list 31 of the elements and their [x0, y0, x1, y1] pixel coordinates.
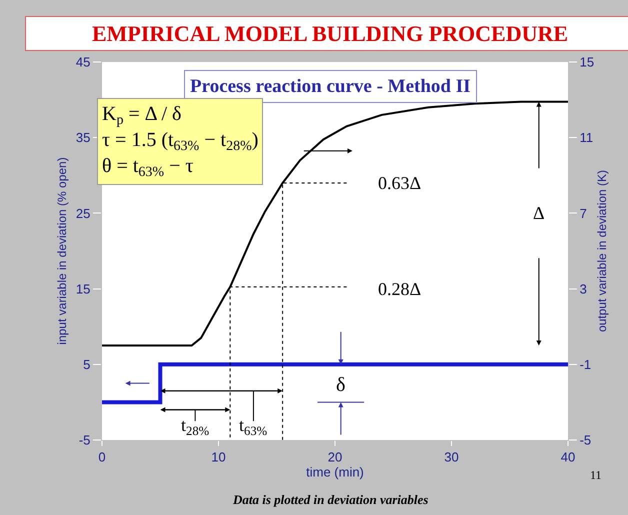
y2-tick-label: -5: [580, 432, 592, 448]
y2-tick-label: 15: [580, 54, 594, 70]
y2-axis-title: output variable in deviation (K): [594, 170, 609, 332]
x-tick-label: 0: [98, 450, 106, 465]
x-tick-label: 10: [211, 450, 226, 465]
text: 11: [590, 468, 602, 482]
annotation: 0.63Δ: [378, 173, 422, 193]
y2-tick-label: 7: [580, 206, 587, 221]
annotation: 0.28Δ: [378, 279, 422, 299]
annotation: Δ: [533, 203, 545, 223]
annotation: t$_{63%}$: [239, 415, 268, 438]
y-tick-label: 25: [76, 206, 90, 221]
x-tick-label: 20: [328, 450, 342, 465]
y-axis-title: input variable in deviation (% open): [55, 157, 70, 345]
y2-tick-label: 11: [580, 130, 594, 146]
y2-tick-label: -1: [580, 356, 592, 372]
y-tick-label: -5: [78, 432, 90, 448]
annotation: δ: [336, 374, 346, 396]
x-tick-label: 40: [560, 450, 576, 465]
annotation: t$_{28%}$: [181, 415, 210, 438]
y-tick-label: 45: [76, 54, 90, 70]
text: Process reaction curve - Method II: [190, 76, 471, 97]
text: Data is plotted in deviation variables: [232, 492, 428, 507]
y-tick-label: 35: [76, 130, 90, 146]
x-tick-label: 30: [444, 450, 459, 465]
y-tick-label: 5: [83, 356, 90, 372]
chart-title: EMPIRICAL MODEL BUILDING PROCEDURE: [92, 21, 568, 46]
y-tick-label: 15: [76, 281, 90, 296]
text: K$_{p}$ = Δ / δ τ = 1.5 (t$_{63%}$ − t$_{28%}$) θ = t$_{63%}$ − τ: [102, 103, 258, 180]
x-axis-title: time (min): [306, 464, 364, 480]
y2-tick-label: 3: [580, 281, 587, 296]
